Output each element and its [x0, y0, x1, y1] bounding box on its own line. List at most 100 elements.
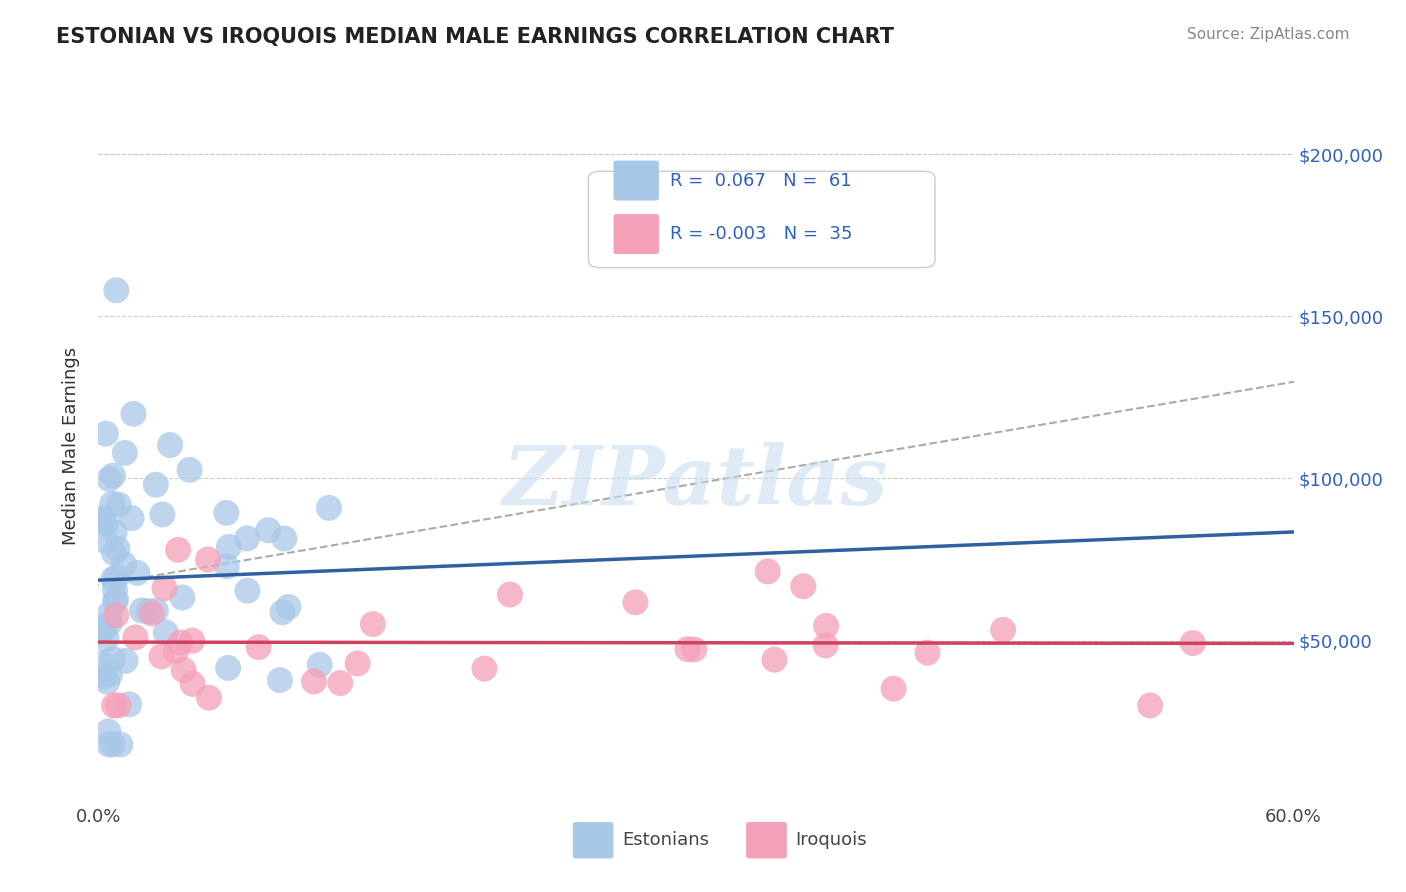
Point: [172, 591, 194, 605]
Point: [181, 677, 204, 691]
Point: [150, 649, 173, 664]
Point: [1139, 698, 1161, 713]
Point: [101, 468, 124, 483]
Point: [98, 616, 121, 631]
Point: [94, 426, 117, 441]
Y-axis label: Median Male Earnings: Median Male Earnings: [62, 347, 80, 545]
Point: [257, 523, 280, 537]
Point: [101, 497, 124, 511]
Point: [141, 607, 163, 621]
Point: [96, 632, 118, 646]
Point: [94, 516, 117, 531]
Point: [91, 513, 114, 527]
Point: [236, 532, 259, 546]
Point: [114, 446, 136, 460]
Point: [159, 438, 181, 452]
Point: [107, 541, 129, 556]
Point: [155, 625, 177, 640]
Point: [269, 673, 291, 687]
Text: Iroquois: Iroquois: [796, 831, 866, 849]
Point: [98, 472, 121, 486]
Point: [346, 657, 368, 671]
Point: [122, 407, 145, 421]
Point: [104, 594, 127, 608]
Point: [103, 546, 125, 560]
Point: [112, 557, 135, 571]
Point: [105, 608, 128, 623]
Point: [103, 698, 125, 713]
Text: Estonians: Estonians: [621, 831, 709, 849]
Point: [98, 607, 121, 621]
Point: [101, 738, 124, 752]
Point: [197, 552, 219, 566]
Point: [676, 642, 699, 657]
Point: [121, 511, 143, 525]
Point: [302, 674, 325, 689]
Point: [917, 646, 939, 660]
Point: [104, 582, 127, 597]
Point: [179, 463, 201, 477]
Point: [101, 652, 124, 666]
Point: [217, 661, 239, 675]
Point: [118, 698, 141, 712]
Point: [991, 623, 1014, 637]
Point: [763, 652, 786, 666]
Point: [318, 500, 340, 515]
Point: [127, 566, 149, 580]
Point: [131, 603, 153, 617]
Point: [114, 654, 136, 668]
Point: [815, 619, 838, 633]
Point: [215, 559, 238, 574]
Point: [91, 624, 114, 639]
Text: Source: ZipAtlas.com: Source: ZipAtlas.com: [1187, 27, 1350, 42]
Point: [110, 738, 132, 752]
Point: [91, 511, 114, 525]
Point: [167, 542, 190, 557]
FancyBboxPatch shape: [613, 214, 659, 254]
Point: [215, 506, 238, 520]
Point: [107, 698, 129, 713]
Point: [93, 533, 115, 548]
Point: [271, 605, 294, 619]
Point: [169, 635, 191, 649]
Point: [152, 508, 174, 522]
Point: [173, 663, 195, 677]
Point: [499, 588, 522, 602]
Point: [124, 631, 146, 645]
Point: [814, 639, 837, 653]
Text: R =  0.067   N =  61: R = 0.067 N = 61: [669, 171, 851, 189]
Point: [153, 582, 176, 596]
Point: [93, 669, 115, 683]
Point: [107, 498, 129, 512]
Point: [165, 644, 187, 658]
Point: [138, 604, 160, 618]
Point: [93, 622, 115, 636]
Point: [97, 738, 120, 752]
Text: ESTONIAN VS IROQUOIS MEDIAN MALE EARNINGS CORRELATION CHART: ESTONIAN VS IROQUOIS MEDIAN MALE EARNING…: [56, 27, 894, 46]
Point: [1181, 636, 1204, 650]
FancyBboxPatch shape: [572, 822, 613, 858]
Point: [103, 525, 125, 540]
Point: [181, 633, 204, 648]
FancyBboxPatch shape: [613, 161, 659, 201]
Point: [277, 599, 299, 614]
Point: [756, 565, 779, 579]
Point: [198, 690, 221, 705]
Point: [105, 592, 128, 607]
Text: ZIPatlas: ZIPatlas: [503, 442, 889, 522]
Point: [883, 681, 905, 696]
Point: [247, 640, 270, 655]
Point: [145, 477, 167, 491]
FancyBboxPatch shape: [589, 171, 935, 268]
Point: [105, 283, 128, 297]
Point: [361, 617, 384, 632]
Point: [218, 540, 240, 554]
Text: R = -0.003   N =  35: R = -0.003 N = 35: [669, 225, 852, 243]
FancyBboxPatch shape: [747, 822, 787, 858]
Point: [105, 570, 128, 584]
Point: [683, 642, 706, 657]
Point: [145, 604, 167, 618]
Point: [103, 572, 125, 586]
Point: [96, 674, 118, 689]
Point: [474, 662, 496, 676]
